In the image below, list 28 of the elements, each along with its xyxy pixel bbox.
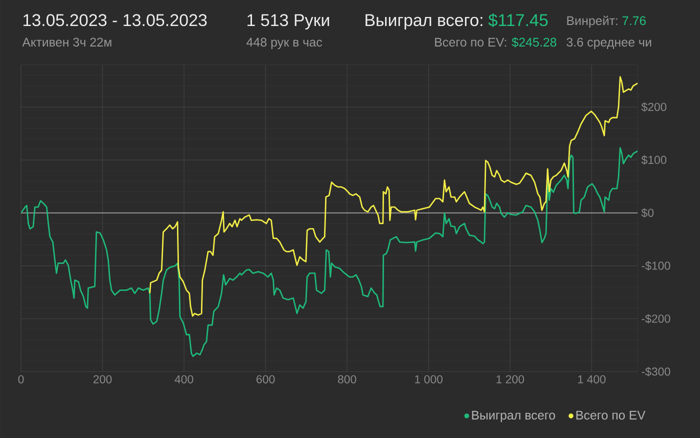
legend-label: Выиграл всего — [472, 410, 556, 422]
y-tick-label: -$300 — [642, 367, 670, 376]
text: 1 513 Руки — [248, 14, 330, 30]
x-tick-label: 600 — [256, 375, 275, 384]
y-tick-label: -$100 — [642, 261, 670, 270]
x-tick-label: 400 — [174, 375, 194, 384]
x-tick-label: 1 000 — [415, 375, 443, 384]
text: 7.76 — [622, 16, 646, 26]
text: $117.45 — [488, 13, 548, 28]
text: Винрейт: — [567, 16, 618, 28]
legend-label: Всего по EV — [576, 410, 646, 420]
x-tick-label: 800 — [338, 375, 356, 384]
x-tick-label: 1 200 — [496, 375, 524, 384]
y-tick-label: $200 — [641, 102, 666, 112]
y-tick-label: -$200 — [642, 314, 670, 324]
x-tick-label: 200 — [94, 375, 112, 384]
chart-title: 13.05.2023 - 13.05.2023 — [24, 14, 207, 26]
x-tick-label: 1 400 — [578, 375, 606, 384]
x-tick-label: 0 — [18, 375, 24, 384]
text: $245.28 — [512, 37, 556, 48]
text: 3.6 среднее чи — [566, 38, 652, 50]
text: Выиграл всего: — [366, 14, 482, 30]
y-tick-label: $100 — [641, 155, 666, 165]
line-series — [21, 147, 638, 358]
text: Всего по EV: — [435, 38, 506, 47]
chart-subtitle: Активен 3ч 22м — [22, 38, 112, 47]
text: 448 рук в час — [246, 38, 322, 50]
y-tick-label: $0 — [641, 208, 654, 218]
